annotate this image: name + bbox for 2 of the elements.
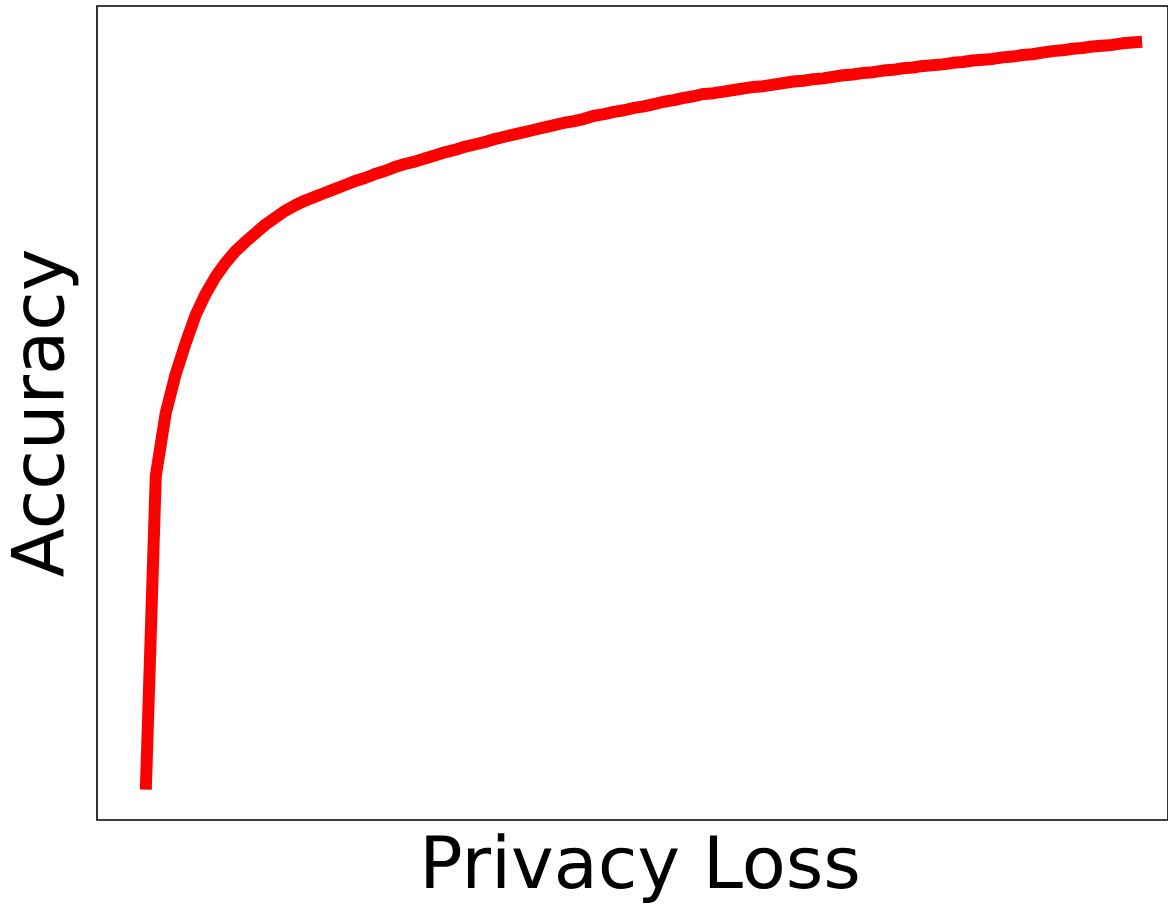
y-axis-title: Accuracy [10, 250, 79, 577]
x-axis-title: Privacy Loss [426, 833, 858, 903]
